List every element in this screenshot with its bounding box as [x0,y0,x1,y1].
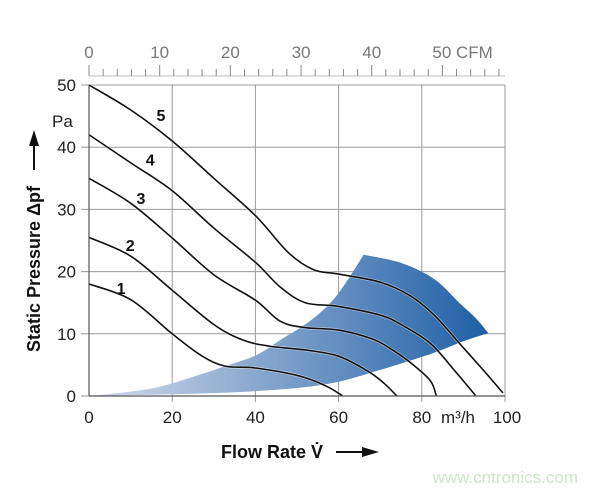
fan-curve-4 [88,134,477,397]
y-tick-label: 10 [57,325,76,344]
top-tick-label: 20 [221,43,240,62]
y-axis-title-text: Static Pressure Δpf [24,185,44,352]
watermark: www.cntronics.com [432,468,578,487]
x-axis-title: Flow Rate V̇ [221,441,379,462]
x-tick-label: 40 [246,408,265,427]
x-tick-label: 20 [163,408,182,427]
x-unit-label: m³/h [441,408,475,427]
top-tick-label: 50 CFM [432,43,492,62]
arrow-up-icon [29,130,39,170]
operating-region [89,254,489,396]
curve-label-1: 1 [117,281,126,298]
fan-curve-2 [88,236,398,397]
fan-curves: 1 2 3 4 5 [88,83,505,398]
x-axis-title-text: Flow Rate V̇ [221,441,323,462]
arrow-right-icon [336,447,379,457]
top-tick-label: 0 [84,43,93,62]
y-unit-label: Pa [52,112,73,131]
curve-label-3: 3 [137,191,146,208]
top-tick-label: 30 [292,43,311,62]
x-tick-label: 60 [329,408,348,427]
top-tick-label: 10 [150,43,169,62]
fan-curve-5 [88,84,504,394]
curve-label-5: 5 [157,108,166,125]
y-tick-label: 20 [57,263,76,282]
curve-label-4: 4 [146,153,155,170]
y-tick-label: 40 [57,138,76,157]
x-tick-label: 80 [412,408,431,427]
axes: 0 20 40 60 80 100 0 10 20 30 40 50 [57,76,521,427]
y-axis-title: Static Pressure Δpf [24,130,44,352]
y-tick-label: 0 [67,387,76,406]
top-cfm-axis: 0 10 20 30 40 50 CFM [84,43,505,77]
x-tick-label: 0 [84,408,93,427]
fan-curve-1 [88,283,344,397]
fan-curve-3 [88,177,438,397]
x-tick-label: 100 [493,408,521,427]
top-tick-label: 40 [362,43,381,62]
y-tick-label: 30 [57,200,76,219]
y-tick-label: 50 [57,76,76,95]
curve-label-2: 2 [126,238,135,255]
